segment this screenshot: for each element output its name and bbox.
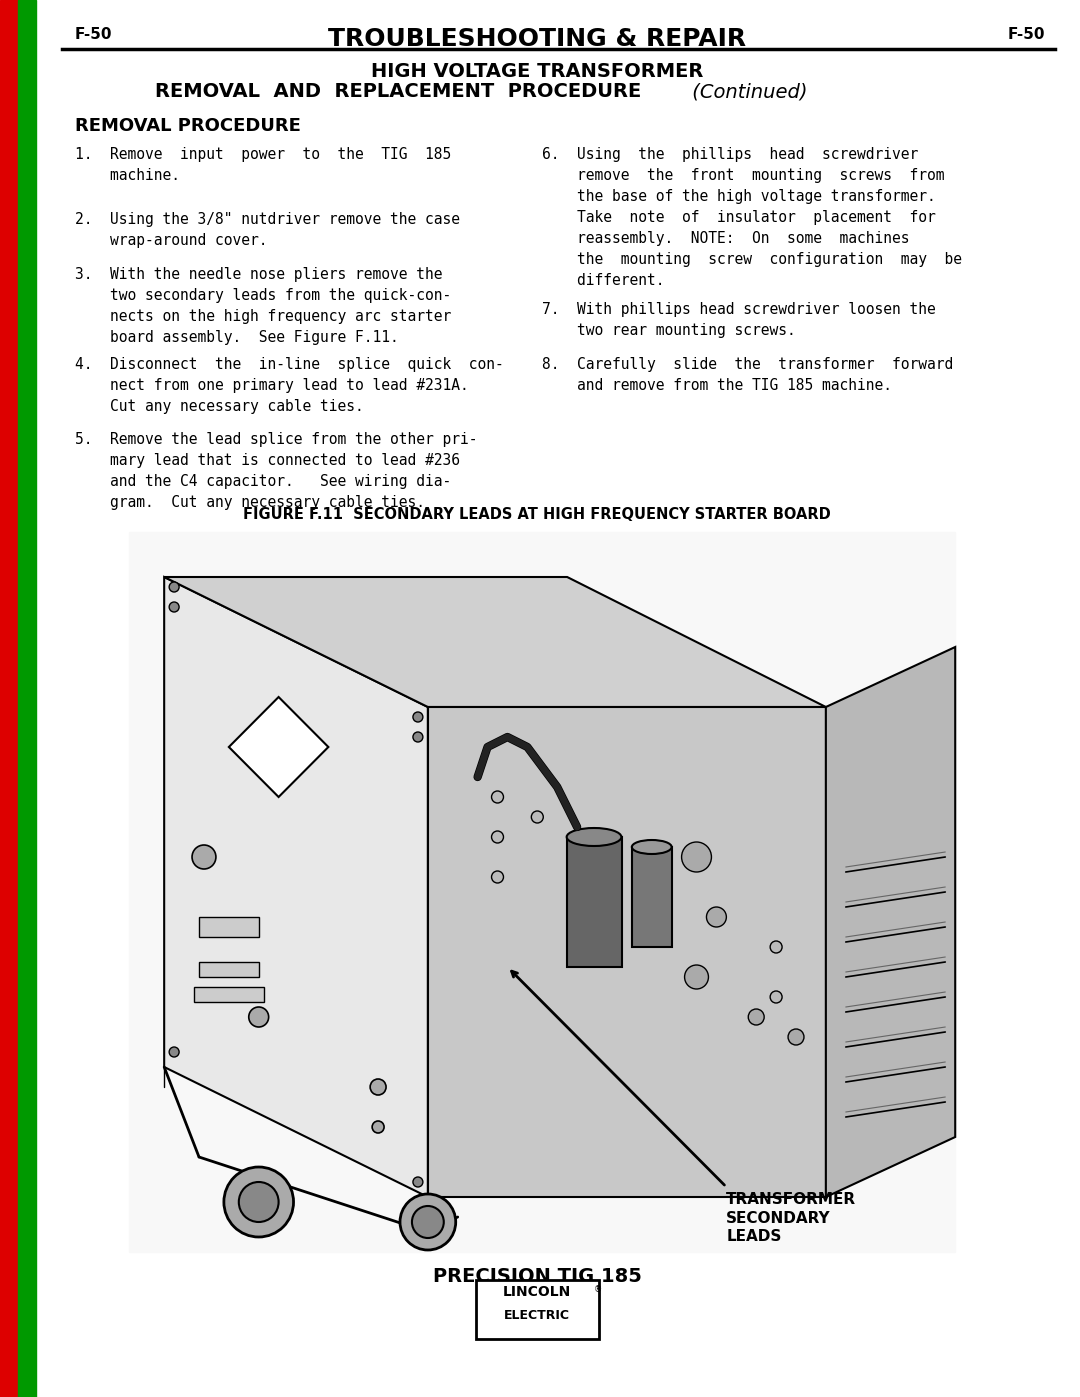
Circle shape (788, 1030, 804, 1045)
Text: 5.  Remove the lead splice from the other pri-
    mary lead that is connected t: 5. Remove the lead splice from the other… (75, 432, 477, 510)
Text: LINCOLN: LINCOLN (503, 1285, 571, 1299)
Circle shape (413, 712, 423, 722)
Circle shape (170, 1046, 179, 1058)
Text: TROUBLESHOOTING & REPAIR: TROUBLESHOOTING & REPAIR (328, 27, 746, 52)
Circle shape (248, 1007, 269, 1027)
Text: 8.  Carefully  slide  the  transformer  forward
    and remove from the TIG 185 : 8. Carefully slide the transformer forwa… (542, 358, 954, 393)
Circle shape (170, 583, 179, 592)
Circle shape (685, 965, 708, 989)
Text: FIGURE F.11  SECONDARY LEADS AT HIGH FREQUENCY STARTER BOARD: FIGURE F.11 SECONDARY LEADS AT HIGH FREQ… (243, 507, 832, 522)
Text: 2.  Using the 3/8" nutdriver remove the case
    wrap-around cover.: 2. Using the 3/8" nutdriver remove the c… (75, 212, 460, 249)
Circle shape (770, 942, 782, 953)
Text: TRANSFORMER
SECONDARY
LEADS: TRANSFORMER SECONDARY LEADS (727, 1192, 856, 1245)
Circle shape (170, 602, 179, 612)
Polygon shape (826, 647, 955, 1197)
Circle shape (491, 870, 503, 883)
Circle shape (706, 907, 727, 928)
Text: Return to Master TOC: Return to Master TOC (23, 53, 31, 147)
Circle shape (491, 791, 503, 803)
Circle shape (748, 1009, 765, 1025)
Text: 7.  With phillips head screwdriver loosen the
    two rear mounting screws.: 7. With phillips head screwdriver loosen… (542, 302, 936, 338)
Circle shape (192, 845, 216, 869)
Bar (632, 847, 672, 947)
Circle shape (681, 842, 712, 872)
Text: HIGH VOLTAGE TRANSFORMER: HIGH VOLTAGE TRANSFORMER (372, 61, 703, 81)
Bar (199, 963, 259, 977)
Polygon shape (164, 577, 428, 1197)
Circle shape (770, 990, 782, 1003)
Text: ELECTRIC: ELECTRIC (504, 1309, 570, 1322)
Text: F-50: F-50 (1008, 27, 1044, 42)
Circle shape (224, 1166, 294, 1236)
Bar (18, 0, 36, 1397)
FancyBboxPatch shape (475, 1280, 599, 1338)
Text: ®: ® (594, 1285, 603, 1294)
Bar (194, 988, 264, 1002)
Text: 6.  Using  the  phillips  head  screwdriver
    remove  the  front  mounting  sc: 6. Using the phillips head screwdriver r… (542, 147, 962, 288)
Text: Return to Section TOC: Return to Section TOC (4, 1151, 13, 1248)
Text: REMOVAL  AND  REPLACEMENT  PROCEDURE: REMOVAL AND REPLACEMENT PROCEDURE (154, 82, 642, 101)
Text: (Continued): (Continued) (686, 82, 807, 101)
Text: Return to Section TOC: Return to Section TOC (4, 31, 13, 127)
Text: Return to Master TOC: Return to Master TOC (23, 1173, 31, 1267)
Bar (199, 916, 259, 937)
Circle shape (239, 1182, 279, 1222)
Circle shape (413, 732, 423, 742)
Circle shape (400, 1194, 456, 1250)
Text: REMOVAL PROCEDURE: REMOVAL PROCEDURE (75, 117, 300, 136)
Polygon shape (164, 577, 826, 707)
Circle shape (531, 812, 543, 823)
Text: Return to Master TOC: Return to Master TOC (23, 823, 31, 916)
Text: 1.  Remove  input  power  to  the  TIG  185
    machine.: 1. Remove input power to the TIG 185 mac… (75, 147, 450, 183)
Text: Return to Section TOC: Return to Section TOC (4, 800, 13, 897)
Polygon shape (229, 697, 328, 798)
Circle shape (491, 831, 503, 842)
Ellipse shape (632, 840, 672, 854)
Text: PRECISION TIG 185: PRECISION TIG 185 (433, 1267, 642, 1287)
Bar (567, 837, 622, 967)
Ellipse shape (567, 828, 621, 847)
Circle shape (413, 1178, 423, 1187)
Circle shape (370, 1078, 386, 1095)
Bar (0, 0, 18, 1397)
Text: F-50: F-50 (75, 27, 112, 42)
Text: 4.  Disconnect  the  in-line  splice  quick  con-
    nect from one primary lead: 4. Disconnect the in-line splice quick c… (75, 358, 503, 414)
Polygon shape (428, 707, 826, 1197)
Text: Return to Section TOC: Return to Section TOC (4, 430, 13, 527)
Text: Return to Master TOC: Return to Master TOC (23, 453, 31, 548)
Text: 3.  With the needle nose pliers remove the
    two secondary leads from the quic: 3. With the needle nose pliers remove th… (75, 267, 450, 345)
Bar (130, 532, 955, 1252)
Circle shape (411, 1206, 444, 1238)
Circle shape (373, 1120, 384, 1133)
